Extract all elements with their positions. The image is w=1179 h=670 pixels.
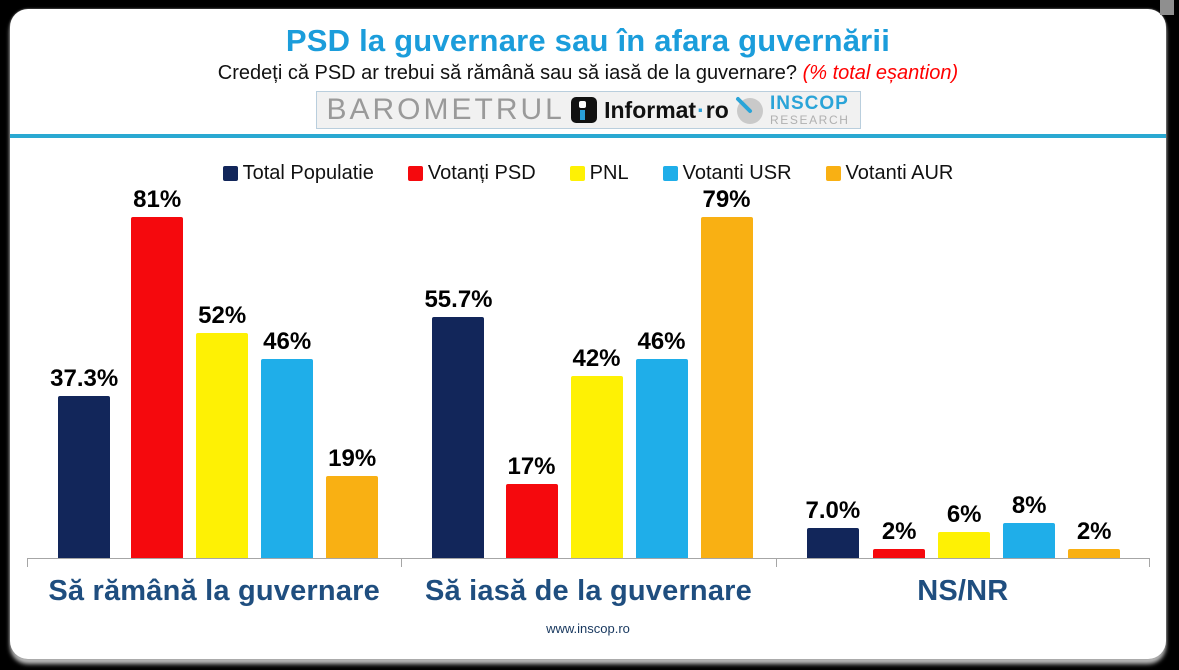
bar <box>326 476 379 558</box>
scrollbar-fragment <box>1160 0 1174 15</box>
bar-group: 55.7% 17% 42% 46% 79% <box>401 186 775 558</box>
logo-strip: BAROMETRUL Informat·ro INSCOP RESEARCH <box>315 91 861 129</box>
legend-item: Votanti USR <box>662 161 792 185</box>
bar-value-label: 19% <box>328 445 377 472</box>
legend-label: PNL <box>589 161 629 184</box>
bar <box>58 396 111 558</box>
legend-item: Total Populatie <box>222 161 374 185</box>
bar <box>700 217 753 558</box>
bar <box>131 217 184 558</box>
bar-value-label: 81% <box>133 186 182 213</box>
axis-tick <box>27 559 28 567</box>
bar-cell: 8% <box>1003 186 1056 558</box>
bars: 37.3% 81% 52% 46% 19% 55.7% 17% 42% 46% 79% 7.0% 2%… <box>27 186 1150 558</box>
bar-cell: 42% <box>570 186 623 558</box>
footer-url: www.inscop.ro <box>546 621 630 636</box>
bar-value-label: 46% <box>263 328 312 355</box>
bar-value-label: 46% <box>637 328 686 355</box>
bar-cell: 55.7% <box>424 186 493 558</box>
bar-cell: 37.3% <box>50 186 118 558</box>
category-label: Să iasă de la guvernare <box>424 575 752 607</box>
legend-swatch <box>407 165 423 181</box>
bar <box>261 359 314 558</box>
bar-value-label: 6% <box>946 501 982 528</box>
bar-cell: 46% <box>261 186 314 558</box>
bar <box>432 317 485 558</box>
legend-label: Total Populatie <box>242 161 374 184</box>
inscop-logo-icon <box>735 95 765 125</box>
axis-tick <box>401 559 403 567</box>
plot-area: 37.3% 81% 52% 46% 19% 55.7% 17% 42% 46% 79% 7.0% 2%… <box>27 186 1150 608</box>
legend-swatch <box>662 165 678 181</box>
subtitle-question: Credeți că PSD ar trebui să rămână sau s… <box>217 62 797 84</box>
bar <box>635 359 688 558</box>
bar-cell: 46% <box>635 186 688 558</box>
legend-item: PNL <box>569 161 629 185</box>
bar-value-label: 2% <box>881 518 917 545</box>
bar <box>196 333 249 558</box>
informat-logo: Informat·ro <box>571 97 729 124</box>
bar-cell: 19% <box>326 186 379 558</box>
bar-cell: 7.0% <box>805 186 860 558</box>
bar-cell: 81% <box>131 186 184 558</box>
bar-cell: 52% <box>196 186 249 558</box>
barometrul-logo: BAROMETRUL <box>326 93 565 126</box>
inscop-name: INSCOP <box>770 93 849 114</box>
bar <box>570 376 623 558</box>
informat-logo-icon <box>571 97 598 123</box>
chart-subtitle: Credeți că PSD ar trebui să rămână sau s… <box>10 62 1166 85</box>
divider-line <box>10 134 1166 138</box>
legend-swatch <box>569 165 585 181</box>
bar <box>806 528 859 558</box>
bar-value-label: 52% <box>198 302 247 329</box>
bar-value-label: 7.0% <box>805 497 861 524</box>
inscop-logo: INSCOP RESEARCH <box>735 94 849 126</box>
bar <box>873 549 926 558</box>
legend-swatch <box>222 165 238 181</box>
bar-value-label: 2% <box>1076 518 1112 545</box>
page-title: PSD la guvernare sau în afara guvernării <box>285 23 891 58</box>
legend-label: Votanti AUR <box>845 161 954 184</box>
legend-swatch <box>825 165 841 181</box>
legend-item: Votanti AUR <box>825 161 954 185</box>
bar-cell: 6% <box>938 186 991 558</box>
bar-value-label: 42% <box>572 345 621 372</box>
category-labels: Să rămână la guvernare Să iasă de la guve… <box>27 575 1150 608</box>
bar-value-label: 37.3% <box>50 365 119 392</box>
bar-value-label: 17% <box>507 453 556 480</box>
inscop-research: RESEARCH <box>770 113 850 127</box>
category-label: NS/NR <box>917 575 1009 607</box>
bar-cell: 2% <box>873 186 926 558</box>
chart-card: PSD la guvernare sau în afara guvernării… <box>10 9 1166 659</box>
category-label: Să rămână la guvernare <box>48 575 380 607</box>
subtitle-note: (% total eșantion) <box>802 62 959 84</box>
bar-value-label: 8% <box>1011 492 1047 519</box>
informat-dot: · <box>697 96 705 123</box>
legend: Total Populatie Votanți PSD PNL Votanti USR… <box>10 160 1166 186</box>
bar-cell: 2% <box>1068 186 1121 558</box>
bar-cell: 17% <box>505 186 558 558</box>
bar <box>1003 523 1056 558</box>
informat-tld: ro <box>705 96 729 123</box>
bar-value-label: 79% <box>702 186 751 213</box>
bar <box>505 484 558 558</box>
axis-tick <box>1149 559 1150 567</box>
informat-logo-text: Informat·ro <box>604 97 729 124</box>
legend-label: Votanți PSD <box>427 161 536 184</box>
x-axis <box>27 558 1150 567</box>
bar-value-label: 55.7% <box>424 286 493 313</box>
bar-group: 37.3% 81% 52% 46% 19% <box>27 186 401 558</box>
informat-name: Informat <box>604 96 697 123</box>
bar-cell: 79% <box>700 186 753 558</box>
axis-tick <box>775 559 777 567</box>
bar <box>1068 549 1121 558</box>
bar-group: 7.0% 2% 6% 8% 2% <box>776 186 1150 558</box>
inscop-logo-text: INSCOP RESEARCH <box>770 94 849 126</box>
legend-label: Votanti USR <box>682 161 792 184</box>
bar <box>938 532 991 558</box>
legend-item: Votanți PSD <box>407 161 536 185</box>
